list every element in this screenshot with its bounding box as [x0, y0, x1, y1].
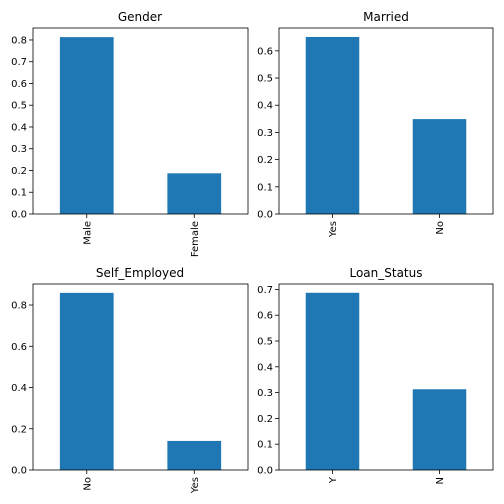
y-tick-label: 0.6	[11, 342, 27, 353]
y-tick-label: 0.0	[257, 210, 273, 221]
y-tick-label: 0.1	[257, 182, 273, 193]
x-tick-label: No	[435, 221, 446, 235]
y-tick-label: 0.1	[11, 188, 27, 199]
axes-frame	[32, 27, 249, 215]
y-tick-label: 0.2	[257, 414, 273, 425]
y-tick-label: 0.3	[257, 128, 273, 139]
y-tick-label: 0.1	[257, 440, 273, 451]
bar	[412, 389, 467, 470]
x-tick-label: Y	[328, 476, 339, 484]
bar	[59, 37, 114, 214]
x-tick-label: N	[435, 477, 446, 484]
chart-title: Loan_Status	[349, 266, 422, 280]
chart-title: Self_Employed	[96, 266, 184, 280]
chart-title: Gender	[118, 10, 162, 24]
bar	[167, 440, 222, 470]
axes-frame	[278, 27, 494, 215]
bar	[59, 292, 114, 470]
x-tick-label: No	[82, 477, 93, 491]
y-tick-label: 0.3	[11, 144, 27, 155]
chart-title: Married	[363, 10, 409, 24]
y-tick-label: 0.4	[257, 362, 273, 373]
axes-frame	[32, 283, 249, 471]
bar	[305, 292, 360, 470]
y-tick-label: 0.4	[11, 122, 27, 133]
bar	[412, 119, 467, 214]
y-tick-label: 0.3	[257, 388, 273, 399]
chart-married: Married 0.0 0.1 0.2 0.3 0.4 0.5 0.6 Yes No	[257, 10, 494, 238]
y-tick-label: 0.6	[257, 46, 273, 57]
y-tick-label: 0.4	[257, 101, 273, 112]
y-tick-label: 0.8	[11, 35, 27, 46]
y-tick-label: 0.2	[257, 155, 273, 166]
y-tick-label: 0.5	[257, 337, 273, 348]
chart-gender: Gender 0.0 0.1 0.2 0.3 0.4 0.5 0.6 0.7 0.8 Male Fe…	[11, 10, 249, 257]
y-tick-label: 0.6	[257, 311, 273, 322]
y-tick-label: 0.0	[11, 466, 27, 477]
y-tick-label: 0.7	[11, 57, 27, 68]
chart-loan-status: Loan_Status 0.0 0.1 0.2 0.3 0.4 0.5 0.6 0.7 Y N	[257, 266, 494, 484]
y-tick-label: 0.0	[11, 210, 27, 221]
x-tick-label: Yes	[190, 477, 201, 494]
y-tick-label: 0.4	[11, 383, 27, 394]
y-tick-label: 0.5	[257, 74, 273, 85]
y-tick-label: 0.6	[11, 79, 27, 90]
y-tick-label: 0.5	[11, 101, 27, 112]
y-tick-label: 0.8	[11, 301, 27, 312]
x-tick-label: Yes	[328, 221, 339, 238]
y-tick-label: 0.0	[257, 466, 273, 477]
x-tick-label: Female	[190, 221, 201, 257]
bar	[305, 36, 360, 215]
axes-frame	[278, 283, 494, 471]
x-tick-label: Male	[82, 221, 93, 245]
y-tick-label: 0.2	[11, 424, 27, 435]
y-tick-label: 0.2	[11, 166, 27, 177]
bar	[167, 173, 222, 214]
chart-self-employed: Self_Employed 0.0 0.2 0.4 0.6 0.8 No Yes	[11, 266, 249, 494]
y-tick-label: 0.7	[257, 285, 273, 296]
